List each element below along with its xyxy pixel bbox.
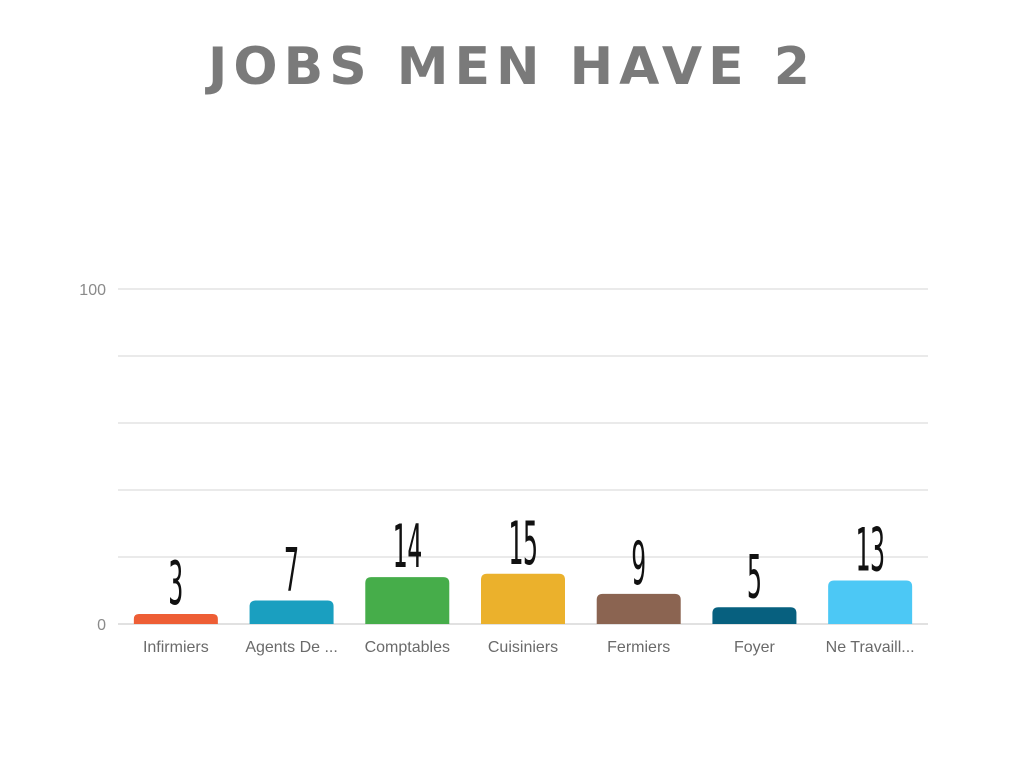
chart-title: JOBS MEN HAVE 2 — [208, 37, 816, 97]
category-label: Foyer — [734, 639, 776, 656]
category-label: Agents De ... — [245, 639, 338, 656]
bar — [133, 613, 218, 624]
data-label: 7 — [284, 534, 299, 605]
category-label: Cuisiniers — [488, 639, 558, 656]
bar — [481, 573, 565, 624]
category-label: Fermiers — [607, 639, 670, 656]
y-tick-label: 0 — [97, 617, 106, 634]
bar — [249, 600, 334, 624]
data-label: 15 — [508, 508, 538, 579]
data-label: 5 — [747, 541, 762, 612]
data-label: 14 — [392, 511, 422, 582]
bar — [828, 580, 913, 624]
y-tick-label: 100 — [79, 282, 106, 299]
bar — [365, 577, 450, 624]
category-label: Ne Travaill... — [826, 639, 915, 656]
bar — [712, 607, 797, 624]
category-label: Comptables — [365, 639, 450, 656]
data-label: 9 — [631, 528, 646, 599]
data-label: 3 — [168, 548, 183, 619]
bar — [596, 593, 681, 624]
data-label: 13 — [855, 514, 885, 585]
category-label: Infirmiers — [143, 639, 209, 656]
